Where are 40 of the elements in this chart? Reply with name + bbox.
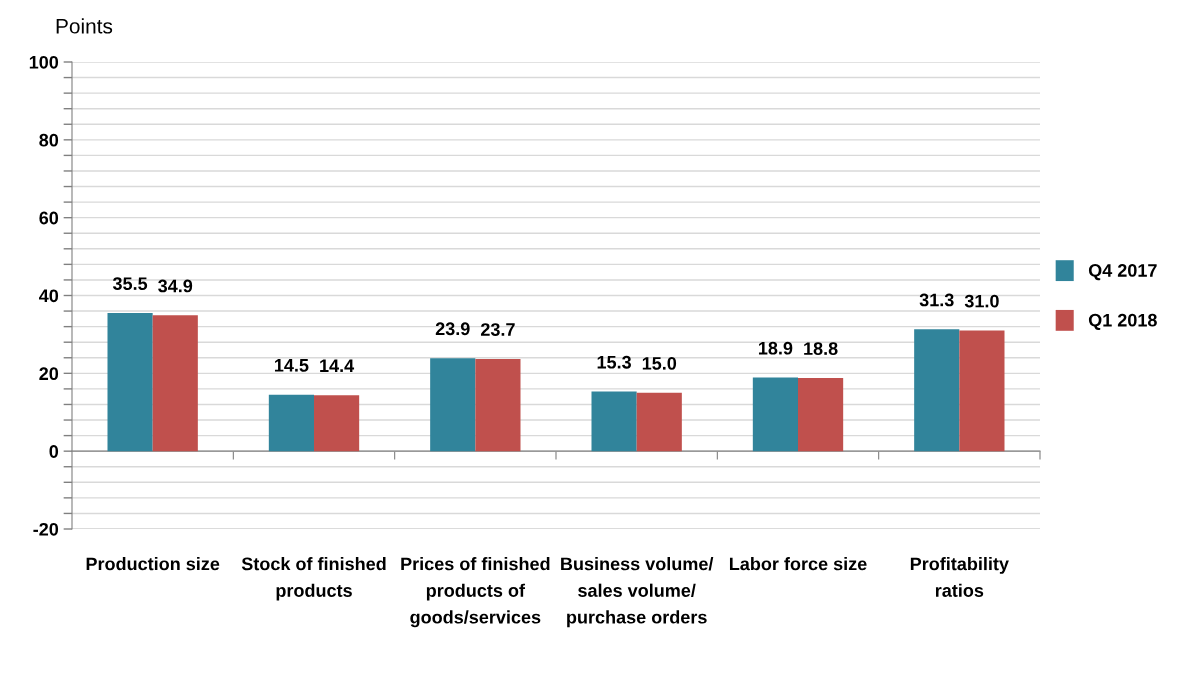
legend-label: Q1 2018 bbox=[1088, 313, 1157, 330]
data-label: 23.7 bbox=[480, 323, 515, 336]
bar bbox=[314, 395, 360, 452]
bar bbox=[914, 329, 960, 452]
data-label: 14.5 bbox=[274, 359, 309, 372]
data-label: 31.0 bbox=[964, 294, 999, 308]
y-tick-label: 20 bbox=[39, 367, 59, 381]
y-tick-label: 0 bbox=[49, 445, 59, 458]
data-label: 34.9 bbox=[158, 279, 193, 293]
x-tick-label: Business volume/ sales volume/ purchase orders bbox=[561, 557, 714, 628]
y-axis-title: Points bbox=[56, 18, 113, 34]
y-tick-label: 100 bbox=[29, 55, 59, 69]
y-tick-label: 60 bbox=[39, 211, 59, 225]
bar bbox=[268, 394, 314, 452]
bar bbox=[752, 377, 798, 452]
y-tick-label: 40 bbox=[39, 289, 59, 303]
data-label: 14.4 bbox=[320, 359, 355, 372]
data-label: 18.9 bbox=[758, 341, 793, 355]
bar bbox=[798, 378, 844, 452]
data-label: 15.0 bbox=[642, 356, 677, 370]
data-label: 35.5 bbox=[112, 277, 148, 291]
y-tick-label: -20 bbox=[33, 522, 59, 536]
x-tick-label: Stock of finished products bbox=[241, 557, 386, 601]
bar bbox=[959, 330, 1005, 452]
bar bbox=[636, 392, 682, 452]
x-tick-label: Profitability ratios bbox=[910, 557, 1009, 597]
data-label: 23.9 bbox=[435, 322, 470, 336]
x-tick-label: Production size bbox=[86, 557, 220, 571]
bar bbox=[152, 315, 198, 452]
x-tick-label: Labor force size bbox=[729, 557, 867, 571]
bar bbox=[591, 391, 637, 452]
bar bbox=[107, 313, 153, 452]
y-tick-label: 80 bbox=[39, 133, 59, 147]
x-tick-label: Prices of finished products of goods/services bbox=[401, 557, 550, 628]
data-label: 15.3 bbox=[597, 355, 631, 369]
bar bbox=[430, 358, 476, 452]
legend-label: Q4 2017 bbox=[1088, 264, 1157, 281]
bar bbox=[475, 358, 521, 452]
data-label: 31.3 bbox=[919, 293, 954, 307]
data-label: 18.8 bbox=[804, 342, 838, 355]
